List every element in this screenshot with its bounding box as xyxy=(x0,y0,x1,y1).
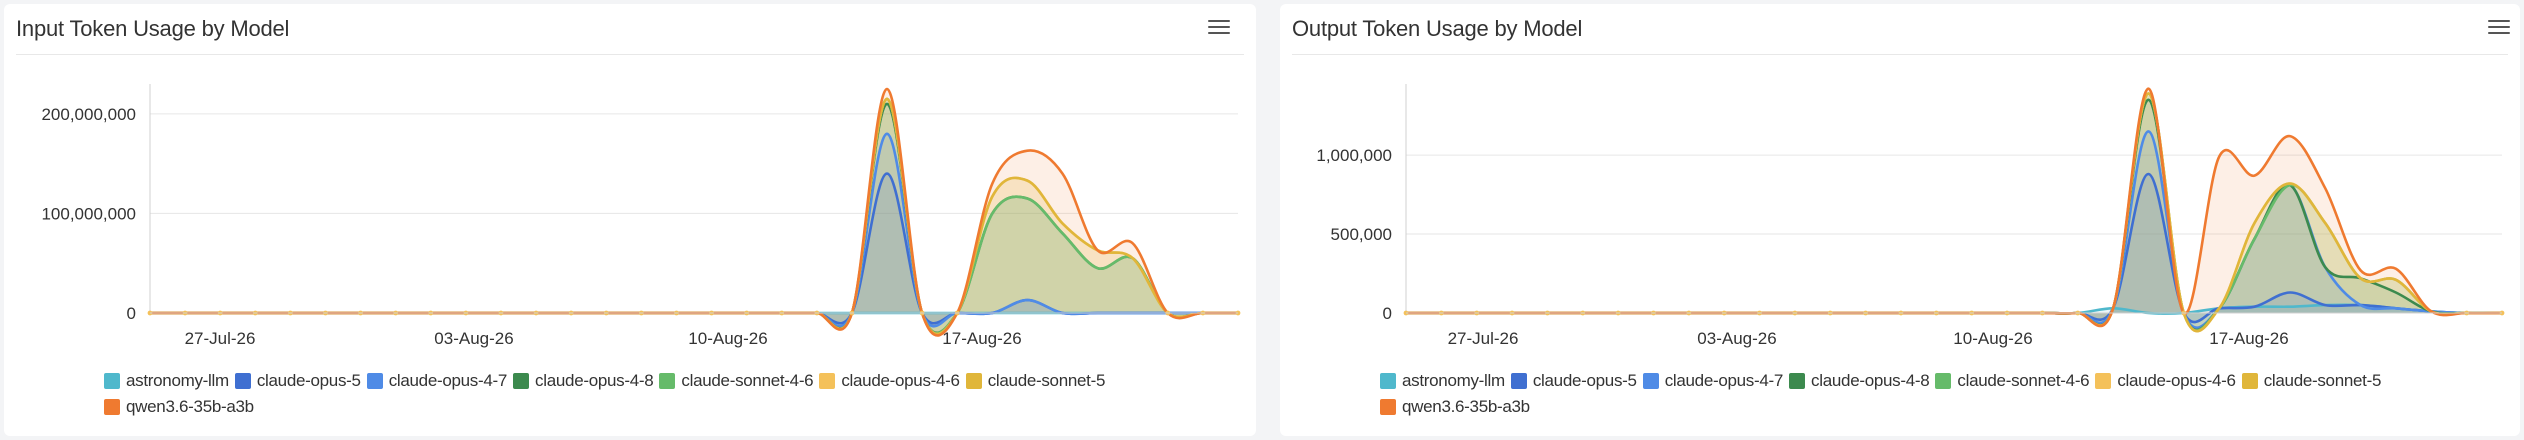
legend-swatch xyxy=(2095,373,2112,389)
legend-item[interactable]: astronomy-llm xyxy=(1380,370,1505,392)
y-tick-label: 200,000,000 xyxy=(41,105,136,124)
series-area-claude-sonnet-4-6 xyxy=(150,98,1238,334)
legend-swatch xyxy=(104,399,120,415)
legend-label: claude-sonnet-5 xyxy=(2263,371,2382,390)
series-area-claude-sonnet-5 xyxy=(150,98,1238,335)
legend-label: claude-opus-4-7 xyxy=(1664,371,1784,390)
legend-swatch xyxy=(234,373,251,389)
legend-swatch xyxy=(104,373,120,389)
legend-label: astronomy-llm xyxy=(1402,371,1505,390)
series-area-qwen3.6-35b-a3b xyxy=(150,89,1238,336)
legend-item[interactable]: claude-sonnet-5 xyxy=(965,370,1106,392)
series-area-claude-opus-4-7 xyxy=(1406,131,2502,328)
legend-swatch xyxy=(1642,373,1659,389)
legend-item[interactable]: claude-sonnet-4-6 xyxy=(1935,370,2090,392)
legend-label: claude-opus-5 xyxy=(256,371,361,390)
legend-item[interactable]: claude-sonnet-5 xyxy=(2241,370,2382,392)
y-tick-label: 100,000,000 xyxy=(41,204,136,223)
input-token-chart-panel: Input Token Usage by Model 0 100,000,000 2… xyxy=(4,4,1256,436)
output-token-chart-panel: Output Token Usage by Model 0 500,000 1,00… xyxy=(1280,4,2520,436)
legend-swatch xyxy=(1380,399,1396,415)
title-divider xyxy=(16,54,1244,55)
x-tick-label: 27-Jul-26 xyxy=(1448,329,1519,348)
series-area-qwen3.6-35b-a3b xyxy=(1406,88,2502,326)
legend-item[interactable]: claude-opus-4-6 xyxy=(819,370,960,392)
legend-swatch xyxy=(1380,373,1396,389)
series-area-claude-opus-4-6 xyxy=(150,98,1238,335)
legend-item[interactable]: astronomy-llm xyxy=(104,370,229,392)
legend-item[interactable]: qwen3.6-35b-a3b xyxy=(104,396,254,418)
legend-label: qwen3.6-35b-a3b xyxy=(126,397,254,416)
legend-label: claude-sonnet-5 xyxy=(987,371,1106,390)
legend-item[interactable]: claude-opus-5 xyxy=(1510,370,1637,392)
legend-swatch xyxy=(1935,373,1952,389)
legend-swatch xyxy=(366,373,383,389)
hamburger-menu-icon[interactable] xyxy=(2488,20,2510,36)
hamburger-menu-icon[interactable] xyxy=(1208,20,1230,36)
y-tick-label: 0 xyxy=(127,304,136,323)
chart-legend: astronomy-llm claude-opus-5 claude-opus-4-… xyxy=(104,370,1236,418)
series-area-astronomy-llm xyxy=(1406,304,2502,314)
title-divider xyxy=(1292,54,2508,55)
legend-swatch xyxy=(513,373,530,389)
legend-label: qwen3.6-35b-a3b xyxy=(1402,397,1530,416)
x-tick-label: 17-Aug-26 xyxy=(942,329,1021,348)
legend-item[interactable]: claude-opus-4-6 xyxy=(2095,370,2236,392)
x-tick-label: 03-Aug-26 xyxy=(434,329,513,348)
chart-title: Input Token Usage by Model xyxy=(16,16,290,41)
legend-label: claude-opus-4-8 xyxy=(535,371,654,390)
chart-legend: astronomy-llm claude-opus-5 claude-opus-4-… xyxy=(1380,370,2500,418)
legend-swatch xyxy=(819,373,836,389)
y-tick-label: 500,000 xyxy=(1331,225,1392,244)
y-tick-label: 1,000,000 xyxy=(1316,146,1392,165)
legend-swatch xyxy=(659,373,676,389)
legend-swatch xyxy=(2241,373,2258,389)
legend-label: astronomy-llm xyxy=(126,371,229,390)
legend-item[interactable]: claude-sonnet-4-6 xyxy=(659,370,814,392)
x-tick-label: 17-Aug-26 xyxy=(2209,329,2288,348)
x-tick-label: 10-Aug-26 xyxy=(1953,329,2032,348)
legend-label: claude-sonnet-4-6 xyxy=(1957,371,2090,390)
legend-item[interactable]: claude-opus-4-8 xyxy=(513,370,654,392)
legend-item[interactable]: claude-opus-4-7 xyxy=(1642,370,1784,392)
output-token-chart[interactable]: 0 500,000 1,000,000 27-Jul-26 03-Aug-26 10-Au… xyxy=(1280,4,2520,364)
legend-item[interactable]: claude-opus-5 xyxy=(234,370,361,392)
x-tick-label: 10-Aug-26 xyxy=(688,329,767,348)
chart-title: Output Token Usage by Model xyxy=(1292,16,1583,41)
x-tick-label: 03-Aug-26 xyxy=(1697,329,1776,348)
legend-swatch xyxy=(965,373,982,389)
legend-label: claude-sonnet-4-6 xyxy=(681,371,814,390)
legend-item[interactable]: qwen3.6-35b-a3b xyxy=(1380,396,1530,418)
legend-label: claude-opus-4-7 xyxy=(388,371,508,390)
legend-swatch xyxy=(1789,373,1806,389)
input-token-chart[interactable]: 0 100,000,000 200,000,000 27-Jul-26 03-Aug-2… xyxy=(4,4,1256,364)
legend-item[interactable]: claude-opus-4-8 xyxy=(1789,370,1930,392)
series-area-claude-opus-4-8 xyxy=(150,103,1238,333)
legend-label: claude-opus-4-6 xyxy=(2117,371,2236,390)
legend-label: claude-opus-4-8 xyxy=(1811,371,1930,390)
legend-swatch xyxy=(1510,373,1527,389)
y-tick-label: 0 xyxy=(1383,304,1392,323)
legend-label: claude-opus-5 xyxy=(1532,371,1637,390)
legend-label: claude-opus-4-6 xyxy=(841,371,960,390)
legend-item[interactable]: claude-opus-4-7 xyxy=(366,370,508,392)
x-tick-label: 27-Jul-26 xyxy=(185,329,256,348)
